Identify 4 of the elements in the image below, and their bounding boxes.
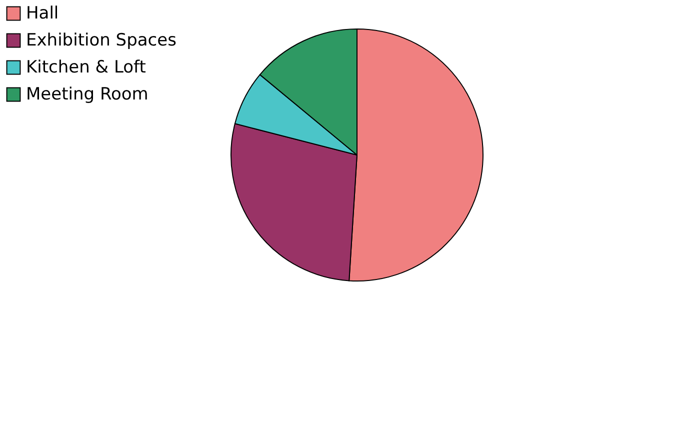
legend-label: Meeting Room — [26, 84, 148, 104]
legend-label: Exhibition Spaces — [26, 30, 177, 50]
legend-label: Kitchen & Loft — [26, 58, 146, 78]
legend-label: Hall — [26, 4, 59, 24]
